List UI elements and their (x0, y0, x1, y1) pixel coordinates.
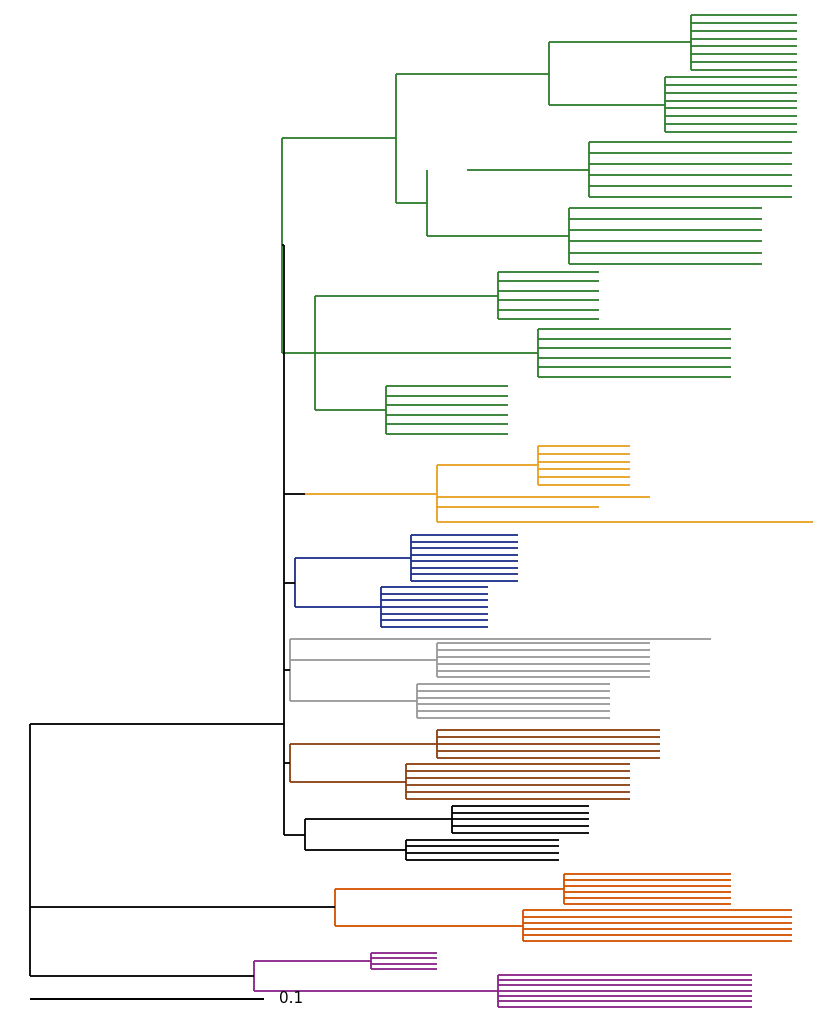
Text: 0.1: 0.1 (279, 991, 303, 1007)
